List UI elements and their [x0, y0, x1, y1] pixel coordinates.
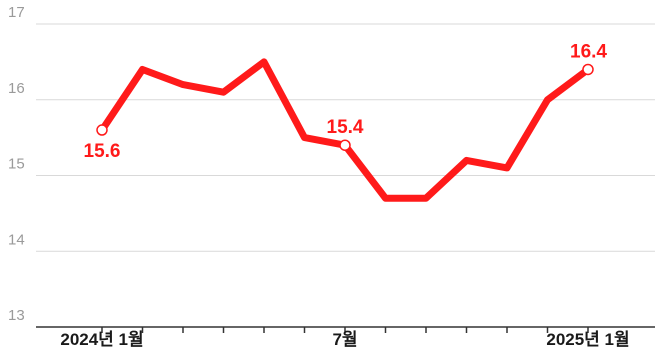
data-labels: 15.6 15.4 16.4 — [84, 41, 608, 162]
data-point-marker — [582, 63, 594, 76]
data-label: 16.4 — [570, 41, 607, 62]
x-tick-label: 7월 — [332, 330, 357, 349]
y-tick-label: 16 — [8, 80, 25, 97]
data-point-marker — [96, 124, 108, 136]
y-tick-label: 14 — [8, 231, 25, 248]
data-label: 15.6 — [84, 141, 121, 162]
x-tick-label: 2024년 1월 — [60, 330, 143, 349]
x-tick-label: 2025년 1월 — [546, 330, 629, 349]
data-point-marker — [339, 139, 351, 151]
y-tick-label: 13 — [8, 307, 25, 324]
data-label: 15.4 — [327, 117, 364, 138]
x-axis: 2024년 1월 7월 2025년 1월 — [36, 326, 655, 349]
y-tick-label: 17 — [8, 4, 25, 21]
y-tick-label: 15 — [8, 156, 25, 173]
grid-layer: 13 14 15 16 17 — [8, 4, 655, 324]
